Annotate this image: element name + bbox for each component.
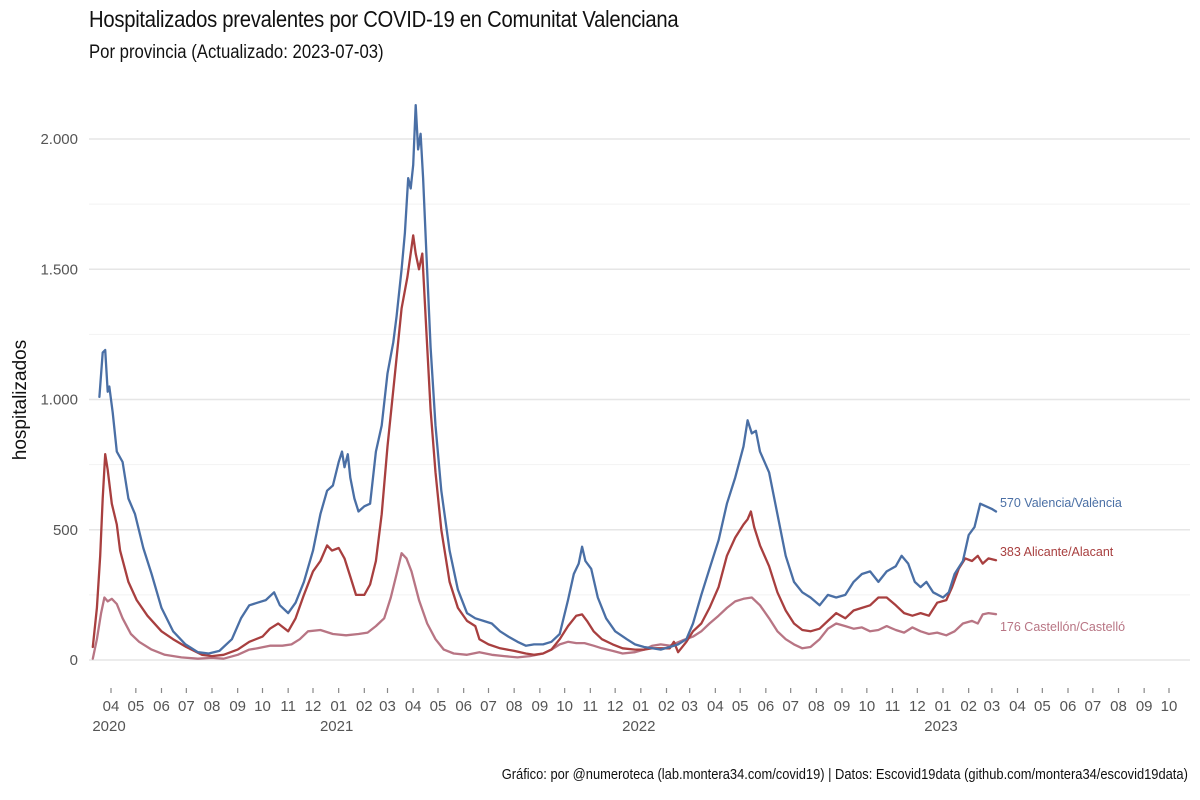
x-tick-label: 09 <box>531 698 548 715</box>
y-tick-label: 0 <box>70 652 78 669</box>
y-tick-label: 1.500 <box>40 261 78 278</box>
y-tick-label: 1.000 <box>40 392 78 409</box>
x-tick-label: 05 <box>127 698 144 715</box>
x-tick-label: 11 <box>583 698 599 715</box>
series-lines <box>91 103 998 660</box>
x-tick-label: 04 <box>405 698 422 715</box>
y-tick-label: 2.000 <box>40 131 78 148</box>
x-tick-label: 10 <box>556 698 573 715</box>
chart-title: Hospitalizados prevalentes por COVID-19 … <box>89 6 679 32</box>
y-tick-label: 500 <box>53 522 78 539</box>
chart-caption: Gráfico: por @numeroteca (lab.montera34.… <box>501 766 1188 783</box>
x-tick-label: 10 <box>1161 698 1178 715</box>
x-tick-label: 09 <box>1136 698 1153 715</box>
series-line-valencia <box>98 103 998 655</box>
x-tick-label: 02 <box>658 698 675 715</box>
x-tick-label: 01 <box>330 698 347 715</box>
x-year-label: 2022 <box>622 718 655 735</box>
x-tick-label: 11 <box>885 698 901 715</box>
x-tick-label: 02 <box>960 698 977 715</box>
chart-subtitle: Por provincia (Actualizado: 2023-07-03) <box>89 42 384 63</box>
x-tick-label: 03 <box>983 698 1000 715</box>
x-year-label: 2023 <box>924 718 957 735</box>
y-axis: 0 500 1.000 1.500 2.000 <box>40 131 78 669</box>
x-tick-label: 04 <box>1009 698 1026 715</box>
x-tick-label: 09 <box>229 698 246 715</box>
x-tick-label: 01 <box>935 698 952 715</box>
x-tick-label: 01 <box>632 698 649 715</box>
end-labels: 570 Valencia/València 383 Alicante/Alacan… <box>1000 496 1125 634</box>
gridlines <box>89 138 1190 661</box>
y-axis-label: hospitalizados <box>10 340 31 460</box>
x-tick-label: 06 <box>1060 698 1077 715</box>
x-tick-label: 11 <box>280 698 296 715</box>
x-tick-label: 08 <box>506 698 523 715</box>
x-tick-label: 05 <box>430 698 447 715</box>
x-tick-label: 07 <box>1084 698 1101 715</box>
series-end-label: 383 Alicante/Alacant <box>1000 545 1114 559</box>
x-tick-label: 06 <box>455 698 472 715</box>
series-end-label: 570 Valencia/València <box>1000 496 1122 510</box>
x-tick-label: 05 <box>732 698 749 715</box>
x-year-label: 2021 <box>320 718 353 735</box>
x-tick-label: 05 <box>1034 698 1051 715</box>
x-tick-label: 09 <box>834 698 851 715</box>
x-tick-label: 10 <box>254 698 271 715</box>
x-tick-label: 03 <box>379 698 396 715</box>
x-tick-label: 06 <box>153 698 170 715</box>
x-tick-label: 08 <box>204 698 221 715</box>
x-tick-label: 12 <box>909 698 926 715</box>
x-year-label: 2020 <box>92 718 125 735</box>
x-tick-label: 12 <box>305 698 322 715</box>
x-tick-label: 12 <box>607 698 624 715</box>
x-tick-label: 08 <box>1110 698 1127 715</box>
x-tick-label: 04 <box>103 698 120 715</box>
x-tick-label: 04 <box>707 698 724 715</box>
x-tick-label: 08 <box>808 698 825 715</box>
x-tick-label: 10 <box>858 698 875 715</box>
x-tick-label: 06 <box>757 698 774 715</box>
x-tick-label: 07 <box>178 698 195 715</box>
x-tick-label: 07 <box>480 698 497 715</box>
x-tick-label: 07 <box>782 698 799 715</box>
x-tick-label: 02 <box>356 698 373 715</box>
series-end-label: 176 Castellón/Castelló <box>1000 620 1125 634</box>
x-tick-label: 03 <box>681 698 698 715</box>
series-line-alicante <box>91 234 998 658</box>
series-line-castellon <box>91 552 998 660</box>
